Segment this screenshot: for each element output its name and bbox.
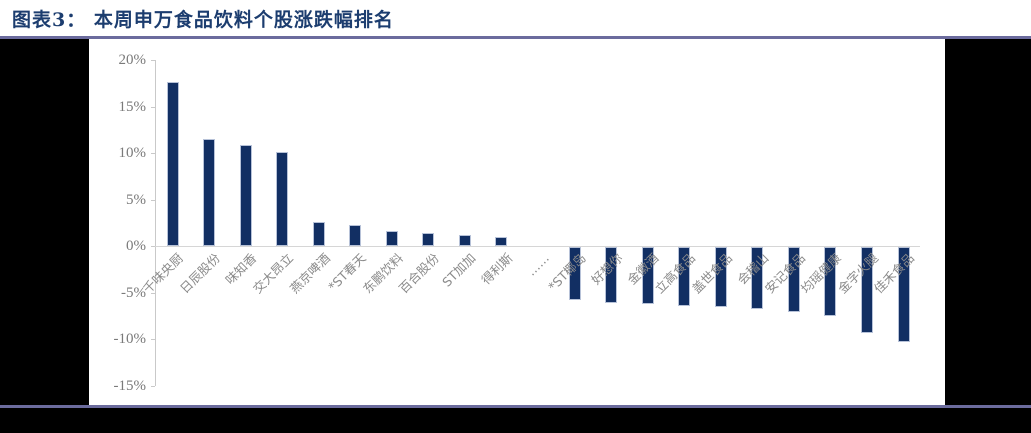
figure-header: 图表3： 本周申万食品饮料个股涨跌幅排名: [0, 0, 1031, 36]
bar: [385, 231, 398, 246]
bar: [824, 247, 837, 316]
bar: [349, 224, 362, 246]
y-axis-tick: [151, 385, 155, 387]
top-divider: [0, 36, 1031, 39]
x-axis-label: 日辰股份: [176, 250, 223, 297]
bar: [787, 247, 800, 313]
y-axis-label: 20%: [118, 52, 147, 68]
y-axis-label: -15%: [113, 377, 147, 394]
x-axis-label: 燕京啤酒: [286, 250, 333, 297]
y-axis-label: -5%: [121, 284, 146, 301]
y-axis-tick: [151, 339, 155, 340]
bar: [860, 247, 873, 334]
x-axis-label: 得利斯: [478, 250, 516, 288]
x-axis-label: ST加加: [439, 250, 479, 290]
y-axis-label: 15%: [118, 98, 147, 115]
y-axis-label: 10%: [118, 145, 147, 161]
x-axis-label: 均瑶健康: [798, 250, 845, 297]
y-axis-tick: [151, 199, 155, 201]
x-axis-label: *ST椰岛: [544, 250, 589, 295]
bar: [203, 139, 216, 246]
x-axis-label: 立高食品: [652, 250, 699, 297]
bar: [605, 247, 618, 303]
bar: [458, 234, 471, 246]
bar: [568, 247, 581, 300]
bar: [678, 247, 691, 306]
y-axis-tick: [151, 106, 155, 108]
bar: [897, 247, 910, 342]
x-axis-label: ……: [523, 250, 552, 279]
y-axis-tick: [151, 292, 155, 294]
x-axis-label: 千味央厨: [140, 250, 187, 297]
y-axis-tick: [151, 153, 155, 154]
bar: [166, 82, 179, 246]
y-axis-label: 0%: [126, 238, 146, 254]
chart-panel: 20% 15% 10% 5% 0% -5% -10% -15% 千味央厨 日辰股份 味知香 交大昂立燕…: [89, 39, 945, 405]
y-axis-label: 5%: [126, 191, 146, 208]
bar: [641, 247, 654, 304]
y-axis-label: -10%: [113, 331, 147, 347]
zero-gridline: [155, 246, 920, 247]
y-axis-tick: [151, 60, 155, 61]
y-axis-tick: [151, 246, 155, 247]
x-axis-label: 盖世食品: [688, 250, 735, 297]
x-axis-label: 佳禾食品: [871, 250, 918, 297]
bar: [312, 221, 325, 246]
bar: [495, 236, 508, 246]
bar: [239, 144, 252, 246]
bottom-divider: [0, 405, 1031, 408]
y-axis-line: [155, 60, 156, 386]
bar: [422, 232, 435, 246]
figure-title: 图表3： 本周申万食品饮料个股涨跌幅排名: [12, 8, 394, 31]
bar: [276, 152, 289, 246]
bar: [751, 247, 764, 310]
bar: [714, 247, 727, 308]
